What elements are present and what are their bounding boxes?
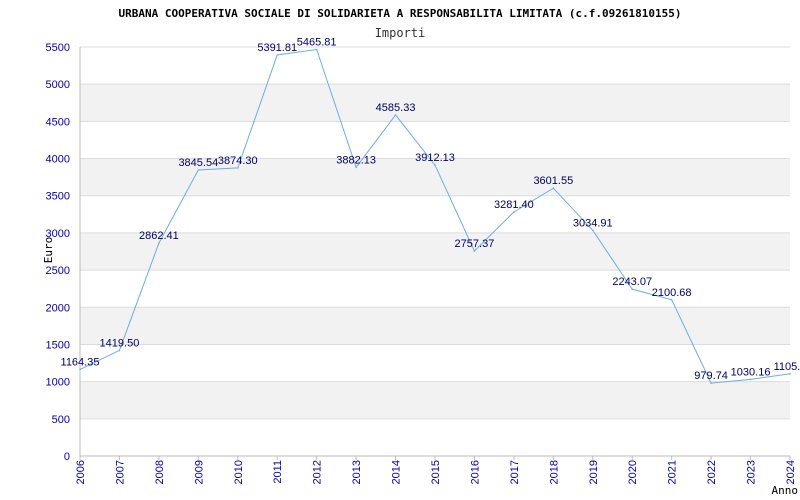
y-tick-label: 500	[52, 414, 70, 426]
y-axis-label: Euro	[42, 237, 55, 264]
x-tick-label: 2019	[588, 460, 600, 484]
data-point	[276, 54, 279, 56]
data-label: 3034.91	[573, 217, 613, 229]
chart-subtitle: Importi	[375, 26, 426, 40]
data-label: 1105.0	[774, 361, 800, 373]
x-tick-label: 2017	[509, 460, 521, 484]
grid-band	[80, 232, 790, 271]
gridlines	[80, 46, 790, 457]
data-label: 3912.13	[415, 152, 455, 164]
data-point	[315, 48, 318, 51]
data-label: 5391.81	[257, 42, 297, 54]
x-tick-label: 2010	[233, 460, 245, 484]
x-tick-label: 2007	[114, 460, 126, 484]
x-tick-labels: 2006 2007 2008 2009 2010 2011 2012 2013 2014 2015…	[75, 460, 797, 484]
data-point	[789, 373, 791, 375]
data-point	[710, 382, 712, 384]
data-point	[591, 229, 594, 232]
data-point	[434, 164, 436, 166]
x-tick-label: 2009	[193, 460, 205, 484]
x-tick-label: 2020	[627, 460, 639, 484]
y-tick-labels: 0 500 1000 1500 2000 2500 3000 3500 4000 4500 5000…	[46, 42, 70, 463]
data-point	[118, 349, 121, 352]
data-point	[394, 114, 397, 116]
grid-band	[80, 381, 790, 419]
data-label: 1164.35	[61, 356, 100, 368]
y-tick-label: 5500	[46, 42, 70, 54]
data-point	[197, 169, 200, 171]
grid-band	[80, 307, 790, 345]
x-tick-label: 2015	[430, 460, 442, 484]
x-tick-label: 2024	[785, 460, 797, 484]
series-importi	[79, 48, 791, 384]
data-label: 3845.54	[178, 157, 218, 169]
data-label: 1030.16	[731, 366, 771, 378]
data-label: 2757.37	[455, 238, 495, 250]
data-label: 2100.68	[652, 287, 692, 299]
x-tick-label: 2021	[667, 460, 679, 484]
data-point	[552, 187, 555, 189]
chart-title: URBANA COOPERATIVA SOCIALE DI SOLIDARIET…	[119, 7, 682, 20]
x-tick-label: 2012	[312, 460, 324, 484]
y-tick-label: 0	[64, 451, 70, 463]
data-point	[236, 167, 239, 169]
y-tick-label: 2500	[46, 265, 70, 277]
data-point	[631, 288, 634, 290]
data-point	[473, 250, 476, 252]
plot-background-bands	[80, 84, 790, 419]
x-tick-label: 2018	[548, 460, 560, 484]
data-label: 979.74	[694, 370, 728, 382]
data-label: 2862.41	[139, 230, 179, 242]
y-tick-label: 4500	[46, 116, 70, 128]
data-point	[670, 298, 673, 301]
x-tick-label: 2013	[351, 460, 363, 484]
x-tick-label: 2016	[469, 460, 481, 484]
axes	[79, 47, 791, 460]
data-label: 5465.81	[297, 37, 337, 49]
data-label: 1419.50	[100, 337, 140, 349]
x-tick-label: 2008	[154, 460, 166, 484]
x-tick-label: 2011	[272, 460, 284, 484]
data-label: 3281.40	[494, 199, 534, 211]
data-label: 3601.55	[533, 175, 573, 187]
y-tick-label: 3500	[46, 191, 70, 203]
y-tick-label: 3000	[46, 228, 70, 240]
data-label: 2243.07	[612, 276, 652, 288]
y-tick-label: 1500	[46, 339, 70, 351]
x-tick-label: 2006	[75, 460, 87, 484]
data-label: 3874.30	[218, 155, 258, 167]
x-axis-label: Anno	[772, 484, 799, 497]
x-tick-label: 2014	[391, 460, 403, 484]
data-point	[513, 211, 515, 213]
data-label: 3882.13	[336, 154, 376, 166]
x-tick-label: 2022	[706, 460, 718, 484]
data-label: 4585.33	[376, 102, 416, 114]
y-tick-label: 4000	[46, 154, 70, 166]
data-point	[158, 242, 160, 244]
grid-band	[80, 84, 790, 122]
x-tick-label: 2023	[746, 460, 758, 484]
data-point	[749, 378, 752, 381]
data-point	[79, 368, 81, 371]
y-tick-label: 1000	[46, 377, 70, 389]
y-tick-label: 2000	[46, 302, 70, 314]
data-point	[355, 166, 357, 169]
y-tick-label: 5000	[46, 79, 70, 91]
